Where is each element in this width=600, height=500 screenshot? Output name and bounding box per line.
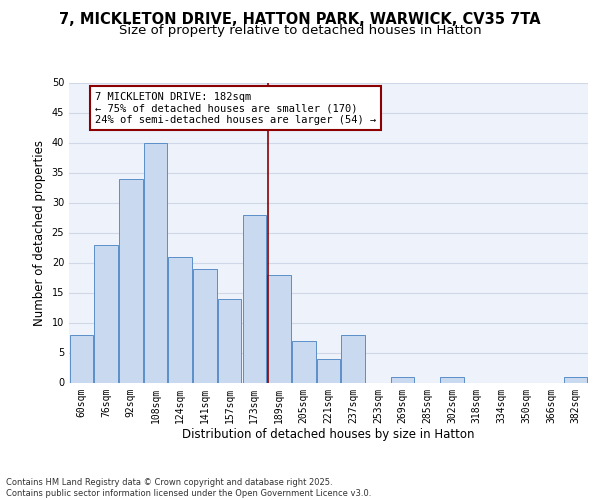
Bar — [440, 376, 464, 382]
Bar — [268, 274, 291, 382]
Bar — [391, 376, 415, 382]
Y-axis label: Number of detached properties: Number of detached properties — [33, 140, 46, 326]
Bar — [242, 214, 266, 382]
Bar — [564, 376, 587, 382]
Bar — [169, 256, 192, 382]
Bar — [341, 334, 365, 382]
Bar — [144, 142, 167, 382]
Bar — [119, 178, 143, 382]
Bar — [218, 298, 241, 382]
Text: 7 MICKLETON DRIVE: 182sqm
← 75% of detached houses are smaller (170)
24% of semi: 7 MICKLETON DRIVE: 182sqm ← 75% of detac… — [95, 92, 376, 124]
Bar — [292, 340, 316, 382]
Bar — [193, 268, 217, 382]
Text: Size of property relative to detached houses in Hatton: Size of property relative to detached ho… — [119, 24, 481, 37]
Bar — [70, 334, 93, 382]
Bar — [94, 244, 118, 382]
Bar — [317, 358, 340, 382]
Text: 7, MICKLETON DRIVE, HATTON PARK, WARWICK, CV35 7TA: 7, MICKLETON DRIVE, HATTON PARK, WARWICK… — [59, 12, 541, 28]
Text: Contains HM Land Registry data © Crown copyright and database right 2025.
Contai: Contains HM Land Registry data © Crown c… — [6, 478, 371, 498]
X-axis label: Distribution of detached houses by size in Hatton: Distribution of detached houses by size … — [182, 428, 475, 441]
